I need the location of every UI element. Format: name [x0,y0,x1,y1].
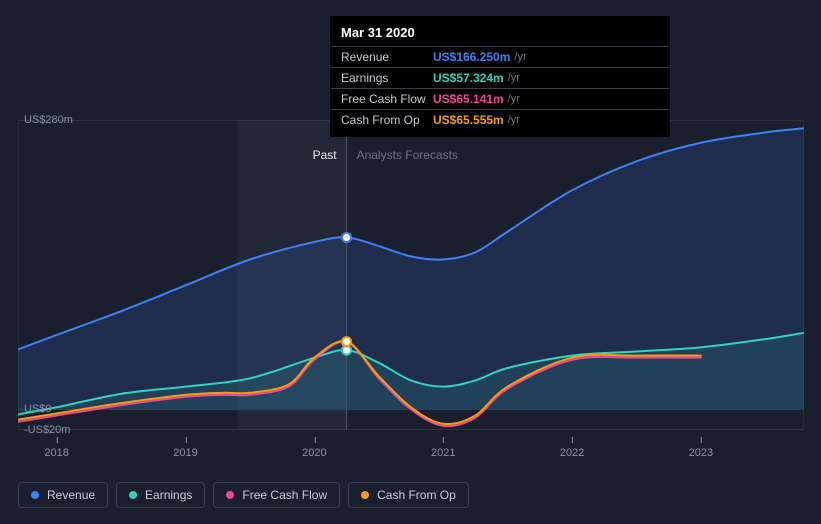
tooltip-metric-label: Cash From Op [341,113,433,127]
tooltip-unit: /yr [514,51,526,63]
tooltip-date: Mar 31 2020 [331,23,669,46]
x-tick-label: 2021 [431,447,455,459]
legend: Revenue Earnings Free Cash Flow Cash From O… [18,482,469,508]
x-axis: 2018 2019 2020 2021 2022 2023 [18,445,804,465]
tooltip-metric-value: US$65.555m [433,113,504,127]
chart-plot-area[interactable] [18,120,804,430]
legend-dot-icon [129,491,137,499]
tooltip-metric-value: US$65.141m [433,92,504,106]
tooltip-unit: /yr [508,72,520,84]
x-tick-label: 2020 [302,447,326,459]
chart-svg [18,120,804,430]
legend-label: Earnings [145,488,192,502]
x-tick-label: 2022 [560,447,584,459]
tooltip-metric-label: Free Cash Flow [341,92,433,106]
tooltip-metric-label: Revenue [341,50,433,64]
tooltip-row: RevenueUS$166.250m/yr [331,46,669,67]
legend-item-earnings[interactable]: Earnings [116,482,205,508]
legend-item-cfo[interactable]: Cash From Op [348,482,469,508]
tooltip-metric-label: Earnings [341,71,433,85]
tooltip-unit: /yr [508,114,520,126]
tooltip-row: Cash From OpUS$65.555m/yr [331,109,669,130]
hover-tooltip: Mar 31 2020 RevenueUS$166.250m/yrEarning… [330,16,670,137]
x-tick-label: 2019 [173,447,197,459]
tooltip-metric-value: US$57.324m [433,71,504,85]
x-tick-label: 2023 [689,447,713,459]
legend-dot-icon [226,491,234,499]
legend-dot-icon [361,491,369,499]
tooltip-unit: /yr [508,93,520,105]
legend-item-fcf[interactable]: Free Cash Flow [213,482,340,508]
tooltip-metric-value: US$166.250m [433,50,510,64]
legend-label: Cash From Op [377,488,456,502]
legend-item-revenue[interactable]: Revenue [18,482,108,508]
legend-label: Free Cash Flow [242,488,327,502]
tooltip-row: EarningsUS$57.324m/yr [331,67,669,88]
x-tick-label: 2018 [44,447,68,459]
legend-label: Revenue [47,488,95,502]
legend-dot-icon [31,491,39,499]
tooltip-row: Free Cash FlowUS$65.141m/yr [331,88,669,109]
